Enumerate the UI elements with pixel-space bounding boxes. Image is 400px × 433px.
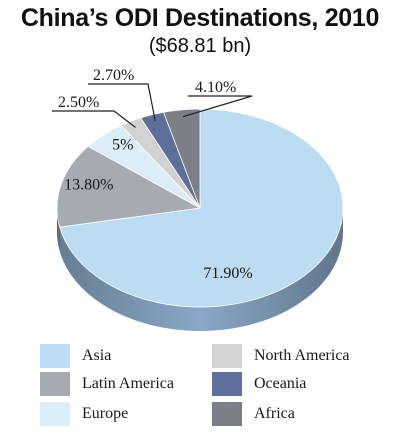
callout-line-oceania <box>88 83 156 122</box>
legend-item-europe: Europe <box>40 402 128 426</box>
pie-top-layer <box>56 108 344 308</box>
slice-label-asia: 71.90% <box>203 265 252 282</box>
legend-label-europe: Europe <box>82 405 129 422</box>
legend-label-africa: Africa <box>254 405 295 422</box>
pie-label-layer: 71.90% 13.80% 5% 2.50% 2.70% 4.10% <box>58 67 253 282</box>
callout-line-north-america <box>52 110 136 128</box>
slice-label-africa: 4.10% <box>195 79 236 96</box>
legend-item-asia: Asia <box>40 344 111 368</box>
legend-item-north-america: North America <box>212 344 350 368</box>
pie-slice-latin-america <box>56 145 202 228</box>
legend-swatch-africa <box>212 402 242 426</box>
legend-swatch-europe <box>40 402 70 426</box>
legend-item-africa: Africa <box>212 402 295 426</box>
pie-callout-layer <box>52 83 253 128</box>
legend-item-oceania: Oceania <box>212 372 306 396</box>
pie-side-shade-asia <box>59 208 344 331</box>
slice-label-north-america: 2.50% <box>58 94 99 111</box>
legend: Asia Latin America Europe North America … <box>40 340 380 432</box>
legend-swatch-north-america <box>212 344 242 368</box>
legend-label-oceania: Oceania <box>254 375 307 392</box>
pie-slice-asia <box>59 108 344 308</box>
chart-subtitle: ($68.81 bn) <box>148 35 252 57</box>
legend-swatch-oceania <box>212 372 242 396</box>
legend-item-latin-america: Latin America <box>40 372 174 396</box>
chart-title: China’s ODI Destinations, 2010 <box>20 4 380 32</box>
legend-label-latin-america: Latin America <box>82 375 174 392</box>
pie-chart: 71.90% 13.80% 5% 2.50% 2.70% 4.10% <box>52 67 344 331</box>
legend-swatch-asia <box>40 344 70 368</box>
pie-slice-africa <box>163 108 201 209</box>
legend-swatch-latin-america <box>40 372 70 396</box>
legend-label-north-america: North America <box>254 347 350 364</box>
slice-label-oceania: 2.70% <box>93 67 134 84</box>
slice-label-latin-america: 13.80% <box>64 176 113 193</box>
callout-line-africa <box>182 95 253 118</box>
slice-label-europe: 5% <box>112 137 133 154</box>
legend-label-asia: Asia <box>82 347 112 364</box>
